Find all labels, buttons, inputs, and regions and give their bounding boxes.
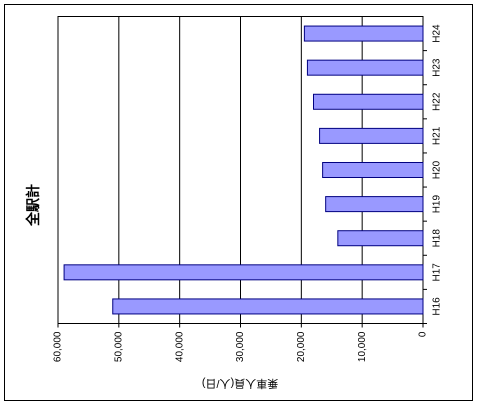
category-label-h16: H16 [432, 297, 443, 316]
category-label-h18: H18 [432, 229, 443, 248]
category-label-h21: H21 [432, 126, 443, 145]
chart-title: 全駅計 [25, 184, 41, 227]
bar-h24 [303, 25, 424, 42]
bar-h19 [325, 196, 424, 213]
value-tick-label: 50,000 [113, 331, 124, 362]
bar-h20 [322, 161, 424, 179]
value-axis-label: 乗車人員(人/日) [202, 377, 278, 391]
category-labels: H16 H17 H18 H19 H20 H21 H22 H23 H24 [423, 24, 443, 324]
value-tick-label: 60,000 [53, 331, 64, 362]
category-label-h17: H17 [432, 263, 443, 282]
bar-h22 [313, 93, 424, 110]
value-tick-label: 0 [418, 331, 429, 337]
bar-h21 [319, 127, 424, 144]
bar-h16 [112, 298, 424, 315]
category-label-h20: H20 [432, 160, 443, 179]
category-label-h24: H24 [432, 24, 443, 43]
bar-h23 [306, 59, 424, 76]
value-tick-labels: 0 10,000 20,000 30,000 40,000 50,000 60,000 [53, 323, 429, 362]
category-label-h22: H22 [432, 92, 443, 111]
category-label-h19: H19 [432, 195, 443, 214]
bar-h17 [63, 264, 424, 281]
value-tick-label: 40,000 [174, 331, 185, 362]
value-tick-label: 20,000 [296, 331, 307, 362]
bars [63, 25, 424, 315]
category-label-h23: H23 [432, 58, 443, 77]
value-tick-label: 10,000 [357, 331, 368, 362]
bar-h18 [337, 230, 424, 247]
value-tick-label: 30,000 [235, 331, 246, 362]
